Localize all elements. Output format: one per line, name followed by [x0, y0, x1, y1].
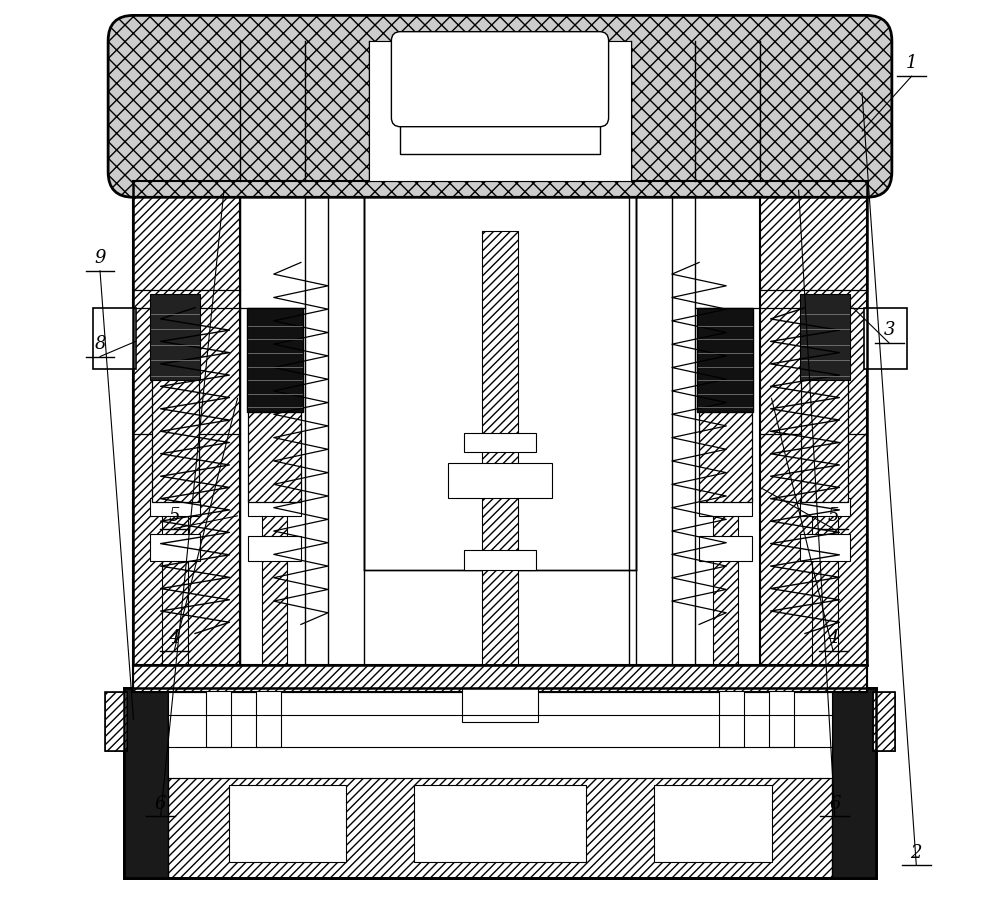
Bar	[769, 691, 794, 747]
Bar	[262, 493, 287, 665]
Text: 5: 5	[168, 507, 180, 525]
Bar	[133, 41, 240, 181]
Bar	[133, 665, 867, 692]
Bar	[654, 785, 772, 862]
Bar	[256, 691, 281, 747]
Text: 8: 8	[94, 335, 106, 353]
Bar	[248, 536, 301, 561]
Bar	[133, 665, 867, 692]
Bar	[760, 41, 867, 181]
Bar	[248, 498, 301, 516]
Text: 6: 6	[829, 795, 841, 813]
Bar	[364, 181, 636, 570]
Bar	[699, 498, 752, 516]
Bar	[152, 376, 199, 502]
Bar	[206, 691, 231, 747]
Bar	[105, 692, 127, 751]
Text: 4: 4	[827, 629, 839, 647]
Bar	[800, 498, 850, 516]
Bar	[812, 489, 838, 665]
Bar	[414, 785, 586, 862]
Text: 2: 2	[911, 843, 922, 862]
Bar	[150, 294, 200, 380]
Bar	[760, 145, 867, 665]
Bar	[168, 688, 832, 778]
Text: 4: 4	[168, 629, 180, 647]
Bar	[124, 688, 876, 878]
Bar	[873, 692, 895, 751]
Bar	[448, 463, 552, 498]
Bar	[800, 294, 850, 380]
Bar	[801, 376, 848, 502]
Bar	[150, 534, 200, 561]
Bar	[719, 691, 744, 747]
Text: 3: 3	[883, 321, 895, 339]
Bar	[105, 692, 127, 751]
Bar	[697, 308, 753, 412]
Polygon shape	[760, 118, 867, 181]
Bar	[873, 692, 895, 751]
Bar	[133, 145, 240, 665]
FancyBboxPatch shape	[391, 32, 609, 127]
Bar	[247, 308, 303, 412]
Text: 5: 5	[827, 507, 839, 525]
Bar	[228, 785, 346, 862]
Bar	[400, 41, 600, 154]
Bar	[464, 433, 536, 452]
FancyBboxPatch shape	[108, 15, 892, 197]
Bar	[124, 688, 876, 878]
Bar	[248, 407, 301, 502]
Text: 1: 1	[906, 54, 918, 72]
Bar	[162, 489, 188, 665]
Bar	[760, 145, 867, 665]
Bar	[369, 41, 631, 181]
Bar	[482, 231, 518, 665]
Bar	[713, 493, 738, 665]
Text: 9: 9	[94, 249, 106, 267]
Bar	[93, 308, 136, 369]
Bar	[124, 688, 168, 878]
Bar	[864, 308, 907, 369]
Bar	[464, 550, 536, 570]
Bar	[832, 688, 876, 878]
Bar	[699, 536, 752, 561]
Bar	[150, 498, 200, 516]
Bar	[699, 407, 752, 502]
Bar	[133, 145, 240, 665]
Bar	[364, 90, 636, 181]
Polygon shape	[133, 118, 240, 181]
Bar	[462, 688, 538, 722]
Bar	[800, 534, 850, 561]
Text: 6: 6	[155, 795, 166, 813]
